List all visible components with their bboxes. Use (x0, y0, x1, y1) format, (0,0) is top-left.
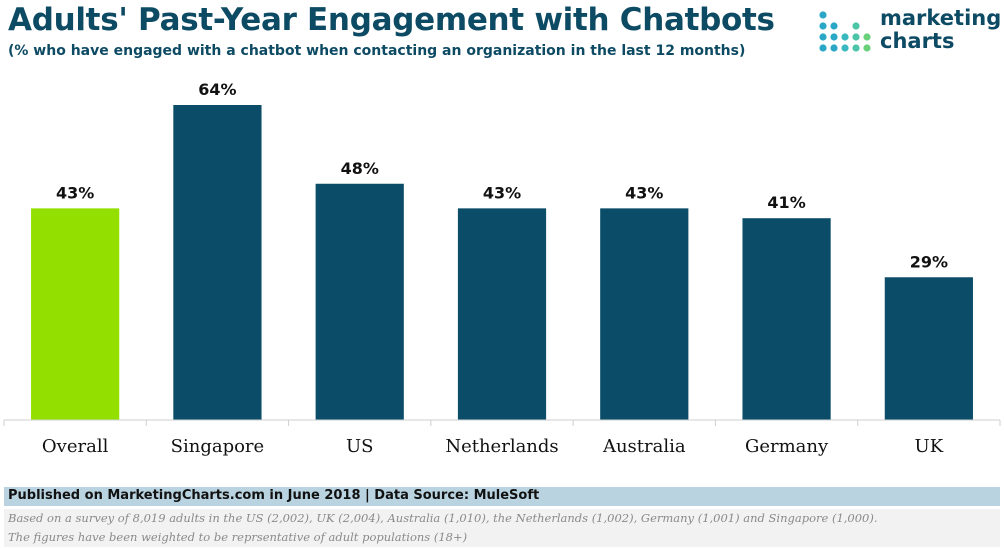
weighting-note: The figures have been weighted to be rep… (4, 528, 1000, 547)
bar-australia (600, 208, 689, 420)
data-label: 43% (56, 183, 94, 202)
category-labels-group: Overall Singapore US Netherlands Australia Ge… (42, 436, 944, 457)
survey-note: Based on a survey of 8,019 adults in the… (4, 509, 1000, 528)
logo-line-2: charts (880, 29, 955, 53)
category-label: Netherlands (445, 436, 558, 457)
chart-subtitle: (% who have engaged with a chatbot when … (8, 43, 746, 59)
bar-uk (884, 277, 973, 420)
bar-chart: 43% 64% 48% 43% 43% 41% 29% Overall Singapore US… (3, 80, 1001, 457)
logo-dots-icon (819, 11, 871, 52)
category-label: US (346, 436, 374, 457)
category-label: Singapore (171, 436, 265, 457)
chart-title: Adults' Past-Year Engagement with Chatbo… (8, 2, 775, 38)
x-axis-ticks (3, 420, 1001, 426)
bar-netherlands (457, 208, 547, 420)
logo-line-1: marketing (880, 6, 1002, 30)
bars-group (31, 105, 973, 420)
data-labels-group: 43% 64% 48% 43% 43% 41% 29% (56, 80, 948, 271)
footer-band (4, 487, 1000, 506)
category-label: Germany (745, 436, 829, 457)
category-label: UK (915, 436, 944, 457)
data-label: 48% (341, 159, 379, 178)
data-label: 64% (198, 80, 236, 99)
logo-wordmark: marketing charts (880, 7, 1001, 53)
category-label: Australia (602, 436, 686, 457)
category-label: Overall (42, 436, 109, 457)
marketingcharts-logo: marketing charts (818, 6, 1001, 56)
bar-germany (742, 218, 831, 420)
data-label: 29% (910, 252, 948, 271)
bar-us (315, 183, 404, 420)
source-credit: Published on MarketingCharts.com in June… (8, 488, 540, 503)
data-label: 43% (625, 183, 663, 202)
data-label: 43% (483, 183, 521, 202)
bar-singapore (173, 105, 262, 420)
data-label: 41% (767, 193, 805, 212)
bar-overall (31, 208, 120, 420)
